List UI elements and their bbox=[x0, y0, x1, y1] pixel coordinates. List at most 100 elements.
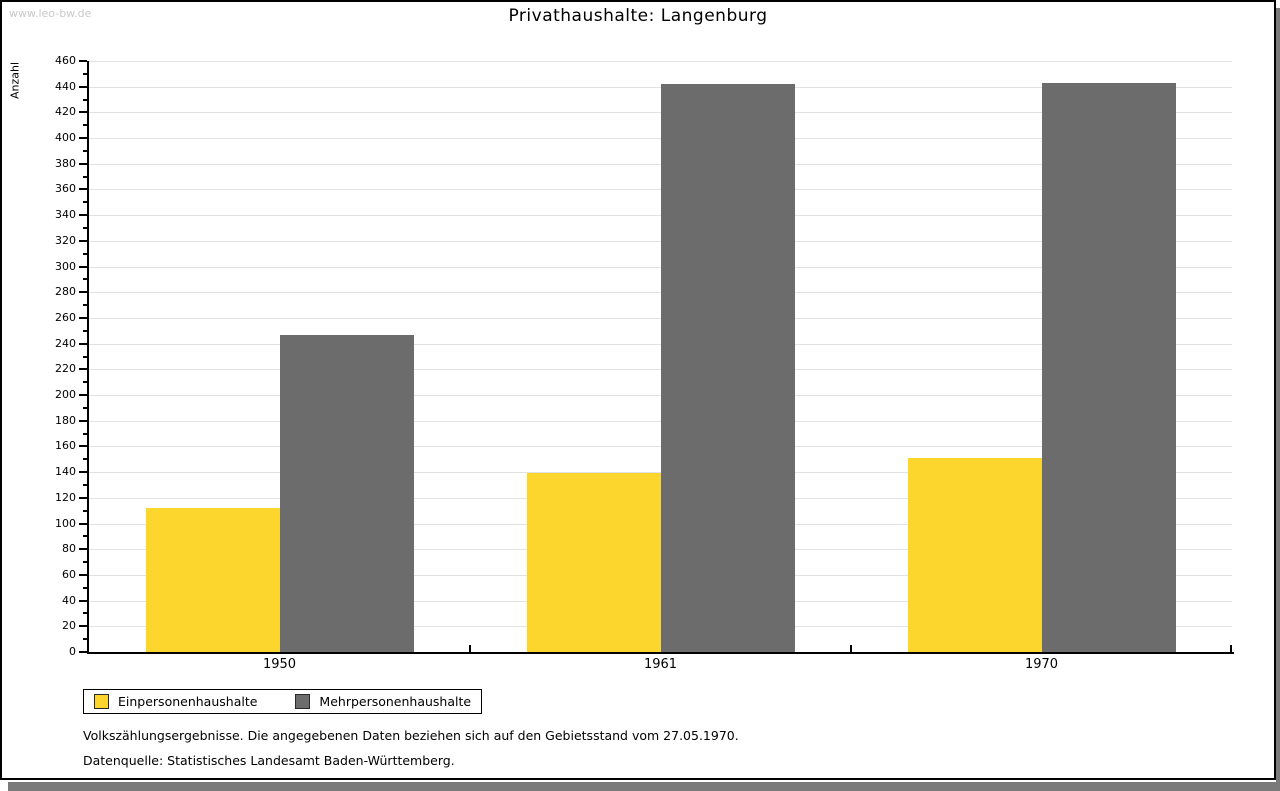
bar-1950-mehrpersonen bbox=[279, 335, 414, 652]
y-tick-major bbox=[79, 496, 87, 499]
legend-swatch-mehrpersonenhaushalte bbox=[295, 694, 311, 709]
y-tick-label: 140 bbox=[55, 465, 76, 479]
y-tick-label: 160 bbox=[55, 439, 76, 453]
y-tick-label: 220 bbox=[55, 362, 76, 376]
y-tick-minor bbox=[83, 175, 87, 178]
y-tick-label: 360 bbox=[55, 182, 76, 196]
y-tick-major bbox=[79, 291, 87, 294]
y-tick-label: 80 bbox=[62, 542, 76, 556]
x-tick-label: 1970 bbox=[1024, 657, 1059, 672]
x-axis-group-tick bbox=[850, 645, 852, 652]
y-tick-label: 260 bbox=[55, 310, 76, 324]
x-axis-line bbox=[87, 652, 1234, 654]
y-tick-label: 0 bbox=[69, 645, 76, 658]
y-tick-major bbox=[79, 188, 87, 191]
y-axis-title: Anzahl bbox=[8, 61, 22, 100]
bar-1970-einpersonen bbox=[907, 458, 1042, 652]
y-tick-minor bbox=[83, 586, 87, 589]
y-tick-label: 340 bbox=[55, 208, 76, 222]
y-tick-major bbox=[79, 214, 87, 217]
y-tick-major bbox=[79, 651, 87, 653]
window-shadow-bottom bbox=[8, 782, 1280, 791]
y-gridline bbox=[89, 61, 1232, 62]
y-tick-major bbox=[79, 419, 87, 422]
y-tick-minor bbox=[83, 612, 87, 615]
y-tick-major bbox=[79, 342, 87, 345]
legend-item-einpersonenhaushalte: Einpersonenhaushalte bbox=[94, 694, 257, 709]
y-tick-minor bbox=[83, 329, 87, 332]
y-tick-major bbox=[79, 548, 87, 551]
y-tick-label: 60 bbox=[62, 567, 76, 581]
legend: Einpersonenhaushalte Mehrpersonenhaushal… bbox=[83, 689, 483, 714]
y-tick-major bbox=[79, 265, 87, 268]
x-axis-group-tick bbox=[469, 645, 471, 652]
x-axis-end-tick bbox=[1230, 645, 1232, 652]
footer-source-note: Volkszählungsergebnisse. Die angegebenen… bbox=[83, 728, 739, 743]
y-tick-major bbox=[79, 471, 87, 474]
y-tick-label: 440 bbox=[55, 79, 76, 93]
y-tick-label: 320 bbox=[55, 233, 76, 247]
y-tick-major bbox=[79, 316, 87, 319]
y-tick-label: 240 bbox=[55, 336, 76, 350]
y-tick-minor bbox=[83, 535, 87, 538]
y-tick-major bbox=[79, 445, 87, 448]
y-tick-label: 280 bbox=[55, 285, 76, 299]
y-tick-major bbox=[79, 573, 87, 576]
y-tick-minor bbox=[83, 124, 87, 127]
legend-swatch-einpersonenhaushalte bbox=[94, 694, 109, 709]
bar-1970-mehrpersonen bbox=[1041, 83, 1176, 652]
y-tick-minor bbox=[83, 406, 87, 409]
y-tick-major bbox=[79, 625, 87, 628]
y-tick-minor bbox=[83, 304, 87, 307]
y-tick-minor bbox=[83, 227, 87, 230]
y-tick-major bbox=[79, 368, 87, 371]
y-tick-major bbox=[79, 599, 87, 602]
watermark: www.leo-bw.de bbox=[9, 7, 92, 20]
y-tick-minor bbox=[83, 98, 87, 101]
y-tick-minor bbox=[83, 561, 87, 564]
y-tick-label: 40 bbox=[62, 593, 76, 607]
window-shadow-right bbox=[1276, 8, 1280, 782]
y-tick-major bbox=[79, 394, 87, 397]
y-tick-label: 460 bbox=[55, 54, 76, 67]
y-tick-minor bbox=[83, 458, 87, 461]
y-tick-minor bbox=[83, 278, 87, 281]
y-tick-label: 120 bbox=[55, 490, 76, 504]
y-axis-line bbox=[87, 61, 89, 654]
y-tick-minor bbox=[83, 72, 87, 75]
y-tick-minor bbox=[83, 201, 87, 204]
y-tick-major bbox=[79, 111, 87, 114]
y-tick-major bbox=[79, 85, 87, 88]
y-tick-label: 300 bbox=[55, 259, 76, 273]
bar-1950-einpersonen bbox=[145, 508, 280, 652]
y-tick-label: 200 bbox=[55, 388, 76, 402]
y-tick-major bbox=[79, 137, 87, 140]
bar-1961-mehrpersonen bbox=[660, 84, 795, 652]
plot-area bbox=[89, 61, 1232, 652]
y-tick-major bbox=[79, 522, 87, 525]
y-tick-minor bbox=[83, 149, 87, 152]
footer-data-source: Datenquelle: Statistisches Landesamt Bad… bbox=[83, 753, 455, 768]
y-tick-label: 380 bbox=[55, 156, 76, 170]
y-tick-label: 100 bbox=[55, 516, 76, 530]
y-tick-minor bbox=[83, 638, 87, 641]
y-tick-major bbox=[79, 60, 87, 62]
y-tick-minor bbox=[83, 432, 87, 435]
x-tick-label: 1950 bbox=[262, 657, 297, 672]
y-tick-minor bbox=[83, 381, 87, 384]
chart-title: Privathaushalte: Langenburg bbox=[508, 6, 768, 26]
chart: Anzahl 0 20 40 60 80 100 120 140 160 180 200 220 240… bbox=[2, 2, 1274, 778]
y-tick-minor bbox=[83, 252, 87, 255]
y-tick-major bbox=[79, 162, 87, 165]
y-tick-minor bbox=[83, 355, 87, 358]
legend-label: Einpersonenhaushalte bbox=[118, 694, 258, 709]
bar-1961-einpersonen bbox=[526, 473, 661, 652]
y-tick-minor bbox=[83, 509, 87, 512]
y-tick-label: 420 bbox=[55, 105, 76, 119]
legend-item-mehrpersonenhaushalte: Mehrpersonenhaushalte bbox=[295, 694, 471, 709]
y-tick-label: 20 bbox=[62, 619, 76, 633]
y-tick-label: 400 bbox=[55, 131, 76, 145]
legend-label: Mehrpersonenhaushalte bbox=[319, 694, 472, 709]
y-tick-minor bbox=[83, 483, 87, 486]
